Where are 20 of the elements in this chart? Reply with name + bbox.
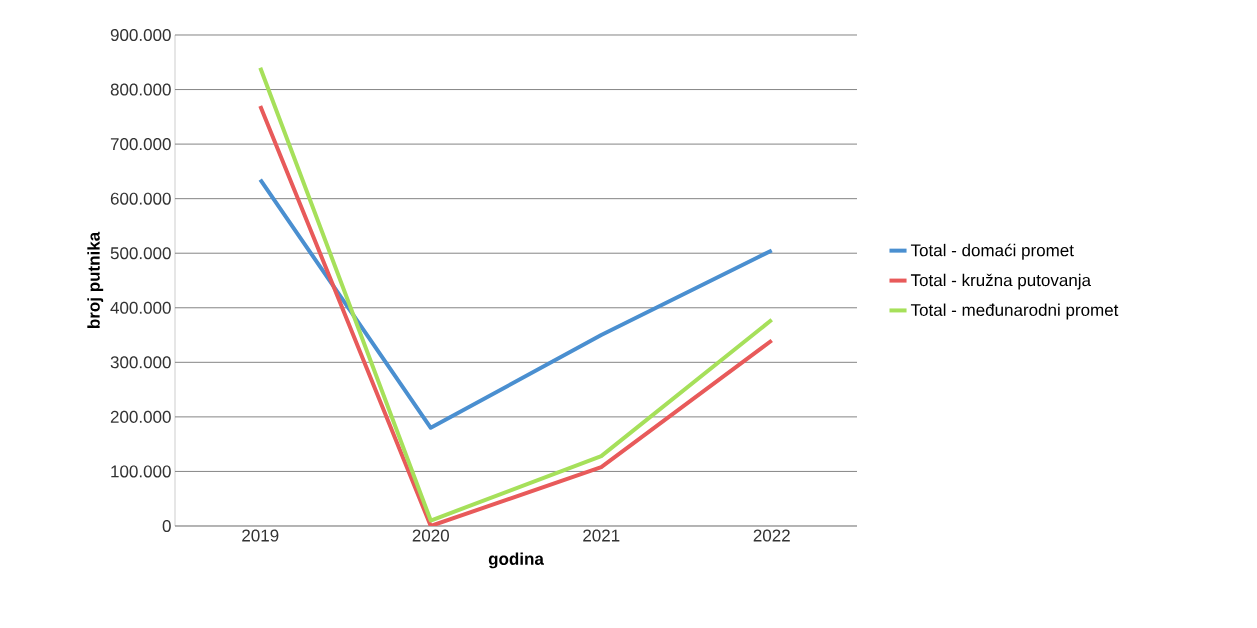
x-tick-label: 2022 (753, 529, 790, 542)
x-tick-label: 2019 (242, 529, 279, 542)
y-tick-label: 400.000 (110, 301, 171, 314)
y-tick-label: 300.000 (110, 356, 171, 369)
x-tick-label: 2020 (412, 529, 449, 542)
legend-label: Total - kružna putovanja (910, 273, 1092, 290)
y-tick-label: 500.000 (110, 247, 171, 260)
line-series (258, 177, 774, 430)
legend-label: Total - domaći promet (910, 243, 1074, 260)
y-axis-title: broj putnika (87, 231, 104, 329)
legend-label: Total - međunarodni promet (910, 303, 1119, 320)
y-tick-label: 100.000 (111, 465, 171, 478)
y-tick-label: 600.000 (110, 192, 171, 205)
y-tick-label: 900.000 (110, 28, 171, 42)
y-tick-label: 200.000 (110, 410, 171, 423)
y-tick-label: 0 (162, 519, 171, 533)
x-axis-title: godina (488, 552, 544, 569)
y-tick-label: 800.000 (110, 83, 171, 96)
y-tick-label: 700.000 (110, 138, 171, 151)
x-tick-label: 2021 (583, 529, 620, 542)
